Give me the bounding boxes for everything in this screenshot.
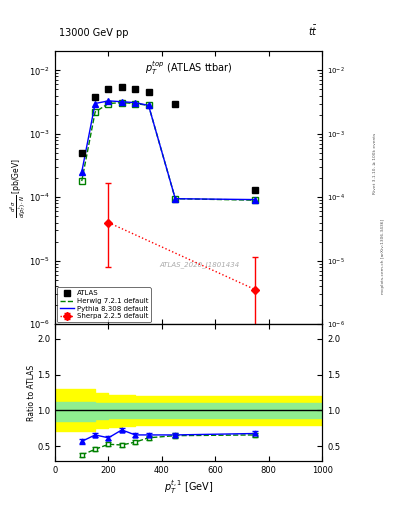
Text: $p_T^{top}$ (ATLAS ttbar): $p_T^{top}$ (ATLAS ttbar)	[145, 59, 233, 77]
ATLAS	[173, 100, 178, 106]
Y-axis label: $\frac{d^2\sigma}{d(p_T^{t})\cdot N}$ [pb/GeV]: $\frac{d^2\sigma}{d(p_T^{t})\cdot N}$ [p…	[8, 158, 28, 218]
Herwig 7.2.1 default	[93, 109, 97, 115]
Text: $t\bar{t}$: $t\bar{t}$	[309, 25, 318, 38]
Herwig 7.2.1 default	[119, 99, 124, 105]
ATLAS	[253, 187, 258, 193]
Line: Pythia 8.308 default: Pythia 8.308 default	[82, 101, 255, 200]
Herwig 7.2.1 default	[146, 102, 151, 109]
Y-axis label: Ratio to ATLAS: Ratio to ATLAS	[27, 365, 36, 420]
Pythia 8.308 default	[119, 99, 124, 105]
ATLAS	[93, 94, 97, 100]
Herwig 7.2.1 default	[106, 100, 111, 106]
Pythia 8.308 default	[106, 98, 111, 104]
ATLAS	[106, 87, 111, 93]
Line: Herwig 7.2.1 default: Herwig 7.2.1 default	[82, 102, 255, 200]
Herwig 7.2.1 default	[133, 100, 138, 106]
Pythia 8.308 default	[253, 197, 258, 203]
Pythia 8.308 default	[79, 169, 84, 175]
Legend: ATLAS, Herwig 7.2.1 default, Pythia 8.308 default, Sherpa 2.2.5 default: ATLAS, Herwig 7.2.1 default, Pythia 8.30…	[57, 287, 151, 322]
Text: Rivet 3.1.10, ≥ 100k events: Rivet 3.1.10, ≥ 100k events	[373, 133, 377, 195]
Line: ATLAS: ATLAS	[79, 83, 259, 193]
Herwig 7.2.1 default	[253, 197, 258, 203]
X-axis label: $p_T^{t,1}$ [GeV]: $p_T^{t,1}$ [GeV]	[164, 479, 213, 496]
Pythia 8.308 default	[93, 100, 97, 106]
Text: mcplots.cern.ch [arXiv:1306.3436]: mcplots.cern.ch [arXiv:1306.3436]	[381, 219, 385, 293]
ATLAS	[119, 84, 124, 90]
Herwig 7.2.1 default	[173, 196, 178, 202]
ATLAS	[133, 87, 138, 93]
ATLAS	[146, 89, 151, 95]
Pythia 8.308 default	[133, 99, 138, 105]
Pythia 8.308 default	[173, 196, 178, 202]
Pythia 8.308 default	[146, 102, 151, 109]
Text: ATLAS_2020_I1801434: ATLAS_2020_I1801434	[159, 261, 239, 268]
Herwig 7.2.1 default	[79, 178, 84, 184]
ATLAS	[79, 150, 84, 156]
Text: 13000 GeV pp: 13000 GeV pp	[59, 28, 129, 38]
